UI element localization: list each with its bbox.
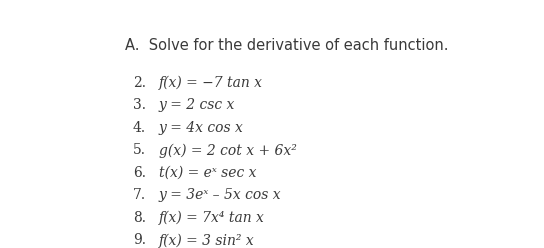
Text: 6.: 6. [133, 166, 146, 180]
Text: A.  Solve for the derivative of each function.: A. Solve for the derivative of each func… [125, 38, 448, 53]
Text: t(x) = eˣ sec x: t(x) = eˣ sec x [159, 166, 256, 180]
Text: 9.: 9. [133, 233, 146, 247]
Text: y = 2 csc x: y = 2 csc x [159, 98, 235, 112]
Text: y = 4x cos x: y = 4x cos x [159, 121, 244, 135]
Text: 7.: 7. [133, 188, 146, 202]
Text: g(x) = 2 cot x + 6x²: g(x) = 2 cot x + 6x² [159, 143, 296, 157]
Text: 3.: 3. [133, 98, 146, 112]
Text: f(x) = 3 sin² x: f(x) = 3 sin² x [159, 233, 255, 248]
Text: 4.: 4. [133, 121, 146, 135]
Text: 5.: 5. [133, 143, 146, 157]
Text: f(x) = −7 tan x: f(x) = −7 tan x [159, 76, 263, 90]
Text: y = 3eˣ – 5x cos x: y = 3eˣ – 5x cos x [159, 188, 281, 202]
Text: 8.: 8. [133, 211, 146, 225]
Text: f(x) = 7x⁴ tan x: f(x) = 7x⁴ tan x [159, 211, 264, 225]
Text: 2.: 2. [133, 76, 146, 90]
